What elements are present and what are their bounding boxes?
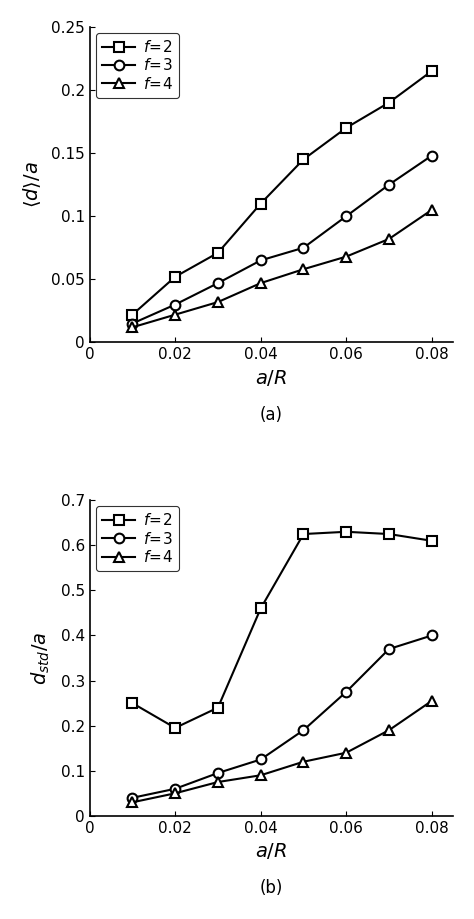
$f\!=\!2$ xyxy=(386,528,392,539)
$f\!=\!3$ xyxy=(386,179,392,190)
$f\!=\!3$ xyxy=(215,767,221,778)
$f\!=\!4$ xyxy=(343,747,349,758)
Line: $f\!=\!2$: $f\!=\!2$ xyxy=(128,527,437,732)
$f\!=\!2$ xyxy=(301,528,306,539)
Line: $f\!=\!2$: $f\!=\!2$ xyxy=(128,66,437,320)
X-axis label: $a/R$: $a/R$ xyxy=(255,841,287,861)
Line: $f\!=\!3$: $f\!=\!3$ xyxy=(128,630,437,802)
$f\!=\!3$ xyxy=(129,792,135,803)
Line: $f\!=\!3$: $f\!=\!3$ xyxy=(128,151,437,328)
Line: $f\!=\!4$: $f\!=\!4$ xyxy=(128,696,437,807)
$f\!=\!2$ xyxy=(343,527,349,538)
$f\!=\!2$ xyxy=(301,153,306,165)
$f\!=\!2$ xyxy=(429,65,435,76)
$f\!=\!2$ xyxy=(258,603,264,614)
$f\!=\!4$ xyxy=(429,696,435,707)
Text: (a): (a) xyxy=(260,405,283,424)
$f\!=\!2$ xyxy=(215,702,221,713)
$f\!=\!3$ xyxy=(301,243,306,254)
$f\!=\!3$ xyxy=(301,725,306,736)
$f\!=\!3$ xyxy=(258,754,264,765)
$f\!=\!4$ xyxy=(386,233,392,244)
$f\!=\!4$ xyxy=(343,251,349,262)
Legend: $f\!=\!2$, $f\!=\!3$, $f\!=\!4$: $f\!=\!2$, $f\!=\!3$, $f\!=\!4$ xyxy=(96,33,179,97)
$f\!=\!2$ xyxy=(129,309,135,320)
$f\!=\!4$ xyxy=(386,725,392,736)
Legend: $f\!=\!2$, $f\!=\!3$, $f\!=\!4$: $f\!=\!2$, $f\!=\!3$, $f\!=\!4$ xyxy=(96,506,179,571)
$f\!=\!3$ xyxy=(429,150,435,161)
$f\!=\!2$ xyxy=(386,97,392,108)
$f\!=\!4$ xyxy=(129,797,135,808)
$f\!=\!2$ xyxy=(215,247,221,258)
$f\!=\!4$ xyxy=(301,264,306,275)
Y-axis label: $d_{std}/a$: $d_{std}/a$ xyxy=(30,631,52,685)
$f\!=\!3$ xyxy=(215,278,221,289)
$f\!=\!2$ xyxy=(429,535,435,546)
$f\!=\!3$ xyxy=(386,643,392,654)
$f\!=\!3$ xyxy=(343,686,349,698)
Text: (b): (b) xyxy=(260,879,283,897)
$f\!=\!3$ xyxy=(129,318,135,329)
$f\!=\!4$ xyxy=(429,204,435,215)
$f\!=\!2$ xyxy=(343,122,349,133)
$f\!=\!4$ xyxy=(129,322,135,333)
$f\!=\!3$ xyxy=(429,630,435,641)
$f\!=\!2$ xyxy=(258,199,264,210)
$f\!=\!3$ xyxy=(258,255,264,266)
Line: $f\!=\!4$: $f\!=\!4$ xyxy=(128,205,437,332)
$f\!=\!2$ xyxy=(129,698,135,709)
$f\!=\!4$ xyxy=(215,777,221,788)
$f\!=\!3$ xyxy=(173,783,178,794)
$f\!=\!4$ xyxy=(301,756,306,767)
$f\!=\!4$ xyxy=(173,788,178,799)
X-axis label: $a/R$: $a/R$ xyxy=(255,368,287,388)
$f\!=\!3$ xyxy=(173,299,178,310)
$f\!=\!4$ xyxy=(215,297,221,308)
Y-axis label: $\langle d \rangle /a$: $\langle d \rangle /a$ xyxy=(21,161,43,208)
$f\!=\!2$ xyxy=(173,722,178,733)
$f\!=\!4$ xyxy=(258,770,264,781)
$f\!=\!4$ xyxy=(173,309,178,320)
$f\!=\!4$ xyxy=(258,278,264,289)
$f\!=\!3$ xyxy=(343,210,349,221)
$f\!=\!2$ xyxy=(173,271,178,282)
